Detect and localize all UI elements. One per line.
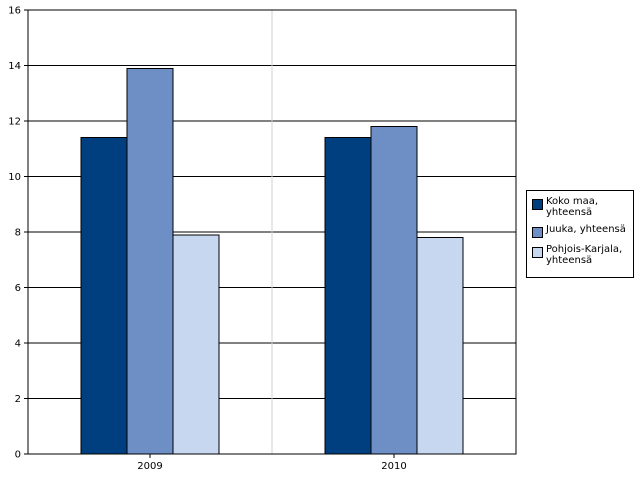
- legend-swatch: [532, 247, 543, 258]
- legend-item-juuka: Juuka, yhteensä: [532, 224, 629, 238]
- legend-item-pohjois-karjala: Pohjois-Karjala, yhteensä: [532, 244, 629, 266]
- y-tick-label: 10: [8, 172, 21, 183]
- y-tick-label: 4: [15, 339, 21, 350]
- bar-2010-series-0: [324, 137, 372, 455]
- bar-2009-series-0: [80, 137, 128, 455]
- bar-2010-series-1: [370, 126, 418, 455]
- axes: [24, 9, 517, 458]
- x-tick-label: 2009: [137, 461, 162, 472]
- plot-frame: [27, 9, 517, 455]
- legend-item-koko-maa: Koko maa, yhteensä: [532, 196, 629, 218]
- y-tick-label: 12: [8, 117, 21, 128]
- tick-labels: 0 2 4 6 8 10 12 14 16 2009 2010: [8, 6, 406, 473]
- bar-2010-series-2: [416, 237, 464, 455]
- legend-label: Pohjois-Karjala, yhteensä: [546, 244, 623, 266]
- y-tick-label: 2: [15, 394, 21, 405]
- x-tick-label: 2010: [381, 461, 406, 472]
- y-tick-label: 0: [15, 450, 21, 461]
- y-tick-label: 14: [8, 61, 21, 72]
- y-tick-label: 16: [8, 6, 21, 17]
- legend-swatch: [532, 199, 543, 210]
- legend: Koko maa, yhteensä Juuka, yhteensä Pohjo…: [526, 190, 634, 278]
- bar-2009-series-2: [172, 234, 220, 455]
- y-tick-label: 6: [15, 283, 21, 294]
- bars: [80, 67, 464, 455]
- legend-label: Juuka, yhteensä: [546, 224, 626, 235]
- bar-2009-series-1: [126, 67, 174, 455]
- legend-label: Koko maa, yhteensä: [546, 196, 599, 218]
- legend-swatch: [532, 227, 543, 238]
- y-tick-label: 8: [15, 228, 21, 239]
